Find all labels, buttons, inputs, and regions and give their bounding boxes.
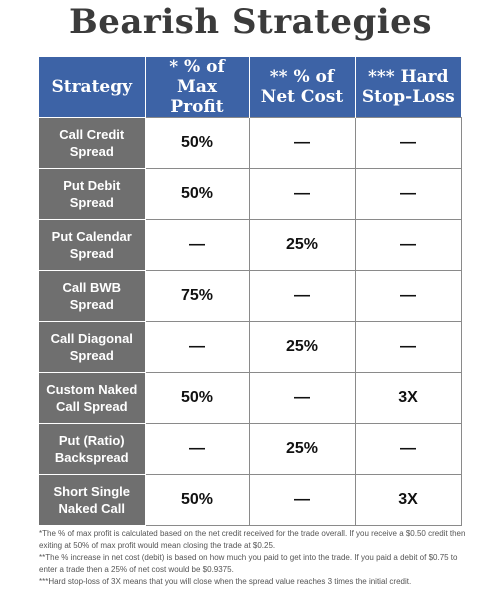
strategy-name: Put Calendar Spread [39,219,146,271]
table-row: Short Single Naked Call 50% — 3X [39,474,462,526]
strategy-name: Call BWB Spread [39,270,146,322]
header-max-profit: * % of Max Profit [144,57,249,118]
footnote-stop-loss: ***Hard stop-loss of 3X means that you w… [39,577,412,586]
net-cost-cell: 25% [248,321,356,373]
stop-loss-cell: — [354,168,462,220]
net-cost-cell: — [248,270,356,322]
net-cost-cell: 25% [248,423,356,475]
table-row: Put (Ratio) Backspread — 25% — [39,423,462,475]
max-profit-cell: 50% [144,372,250,424]
table-row: Custom Naked Call Spread 50% — 3X [39,372,462,424]
max-profit-cell: 50% [144,117,250,169]
max-profit-cell: 50% [144,474,250,526]
stop-loss-cell: — [354,321,462,373]
stop-loss-cell: — [354,117,462,169]
table-row: Call BWB Spread 75% — — [39,270,462,322]
net-cost-cell: — [248,474,356,526]
max-profit-cell: 50% [144,168,250,220]
table-row: Call Credit Spread 50% — — [39,117,462,169]
strategy-name: Custom Naked Call Spread [39,372,146,424]
footnotes: *The % of max profit is calculated based… [39,528,469,588]
stop-loss-cell: — [354,219,462,271]
footnote-net-cost: **The % increase in net cost (debit) is … [39,553,458,574]
strategy-name: Short Single Naked Call [39,474,146,526]
table-row: Call Diagonal Spread — 25% — [39,321,462,373]
net-cost-cell: — [248,168,356,220]
stop-loss-cell: 3X [354,474,462,526]
header-stop-loss: *** Hard Stop-Loss [354,57,461,118]
net-cost-cell: 25% [248,219,356,271]
max-profit-cell: 75% [144,270,250,322]
footnote-max-profit: *The % of max profit is calculated based… [39,529,466,550]
table-row: Put Debit Spread 50% — — [39,168,462,220]
stop-loss-cell: 3X [354,372,462,424]
stop-loss-cell: — [354,423,462,475]
net-cost-cell: — [248,117,356,169]
net-cost-cell: — [248,372,356,424]
header-net-cost: ** % of Net Cost [248,57,355,118]
strategy-name: Call Diagonal Spread [39,321,146,373]
table-header-row: Strategy * % of Max Profit ** % of Net Cos… [39,57,461,118]
max-profit-cell: — [144,219,250,271]
table-row: Put Calendar Spread — 25% — [39,219,462,271]
max-profit-cell: — [144,321,250,373]
page-title: Bearish Strategies [69,2,432,42]
strategy-name: Put (Ratio) Backspread [39,423,146,475]
strategy-table: Strategy * % of Max Profit ** % of Net Cos… [39,57,462,526]
strategy-name: Put Debit Spread [39,168,146,220]
strategy-name: Call Credit Spread [39,117,146,169]
max-profit-cell: — [144,423,250,475]
stop-loss-cell: — [354,270,462,322]
header-strategy: Strategy [39,57,145,118]
